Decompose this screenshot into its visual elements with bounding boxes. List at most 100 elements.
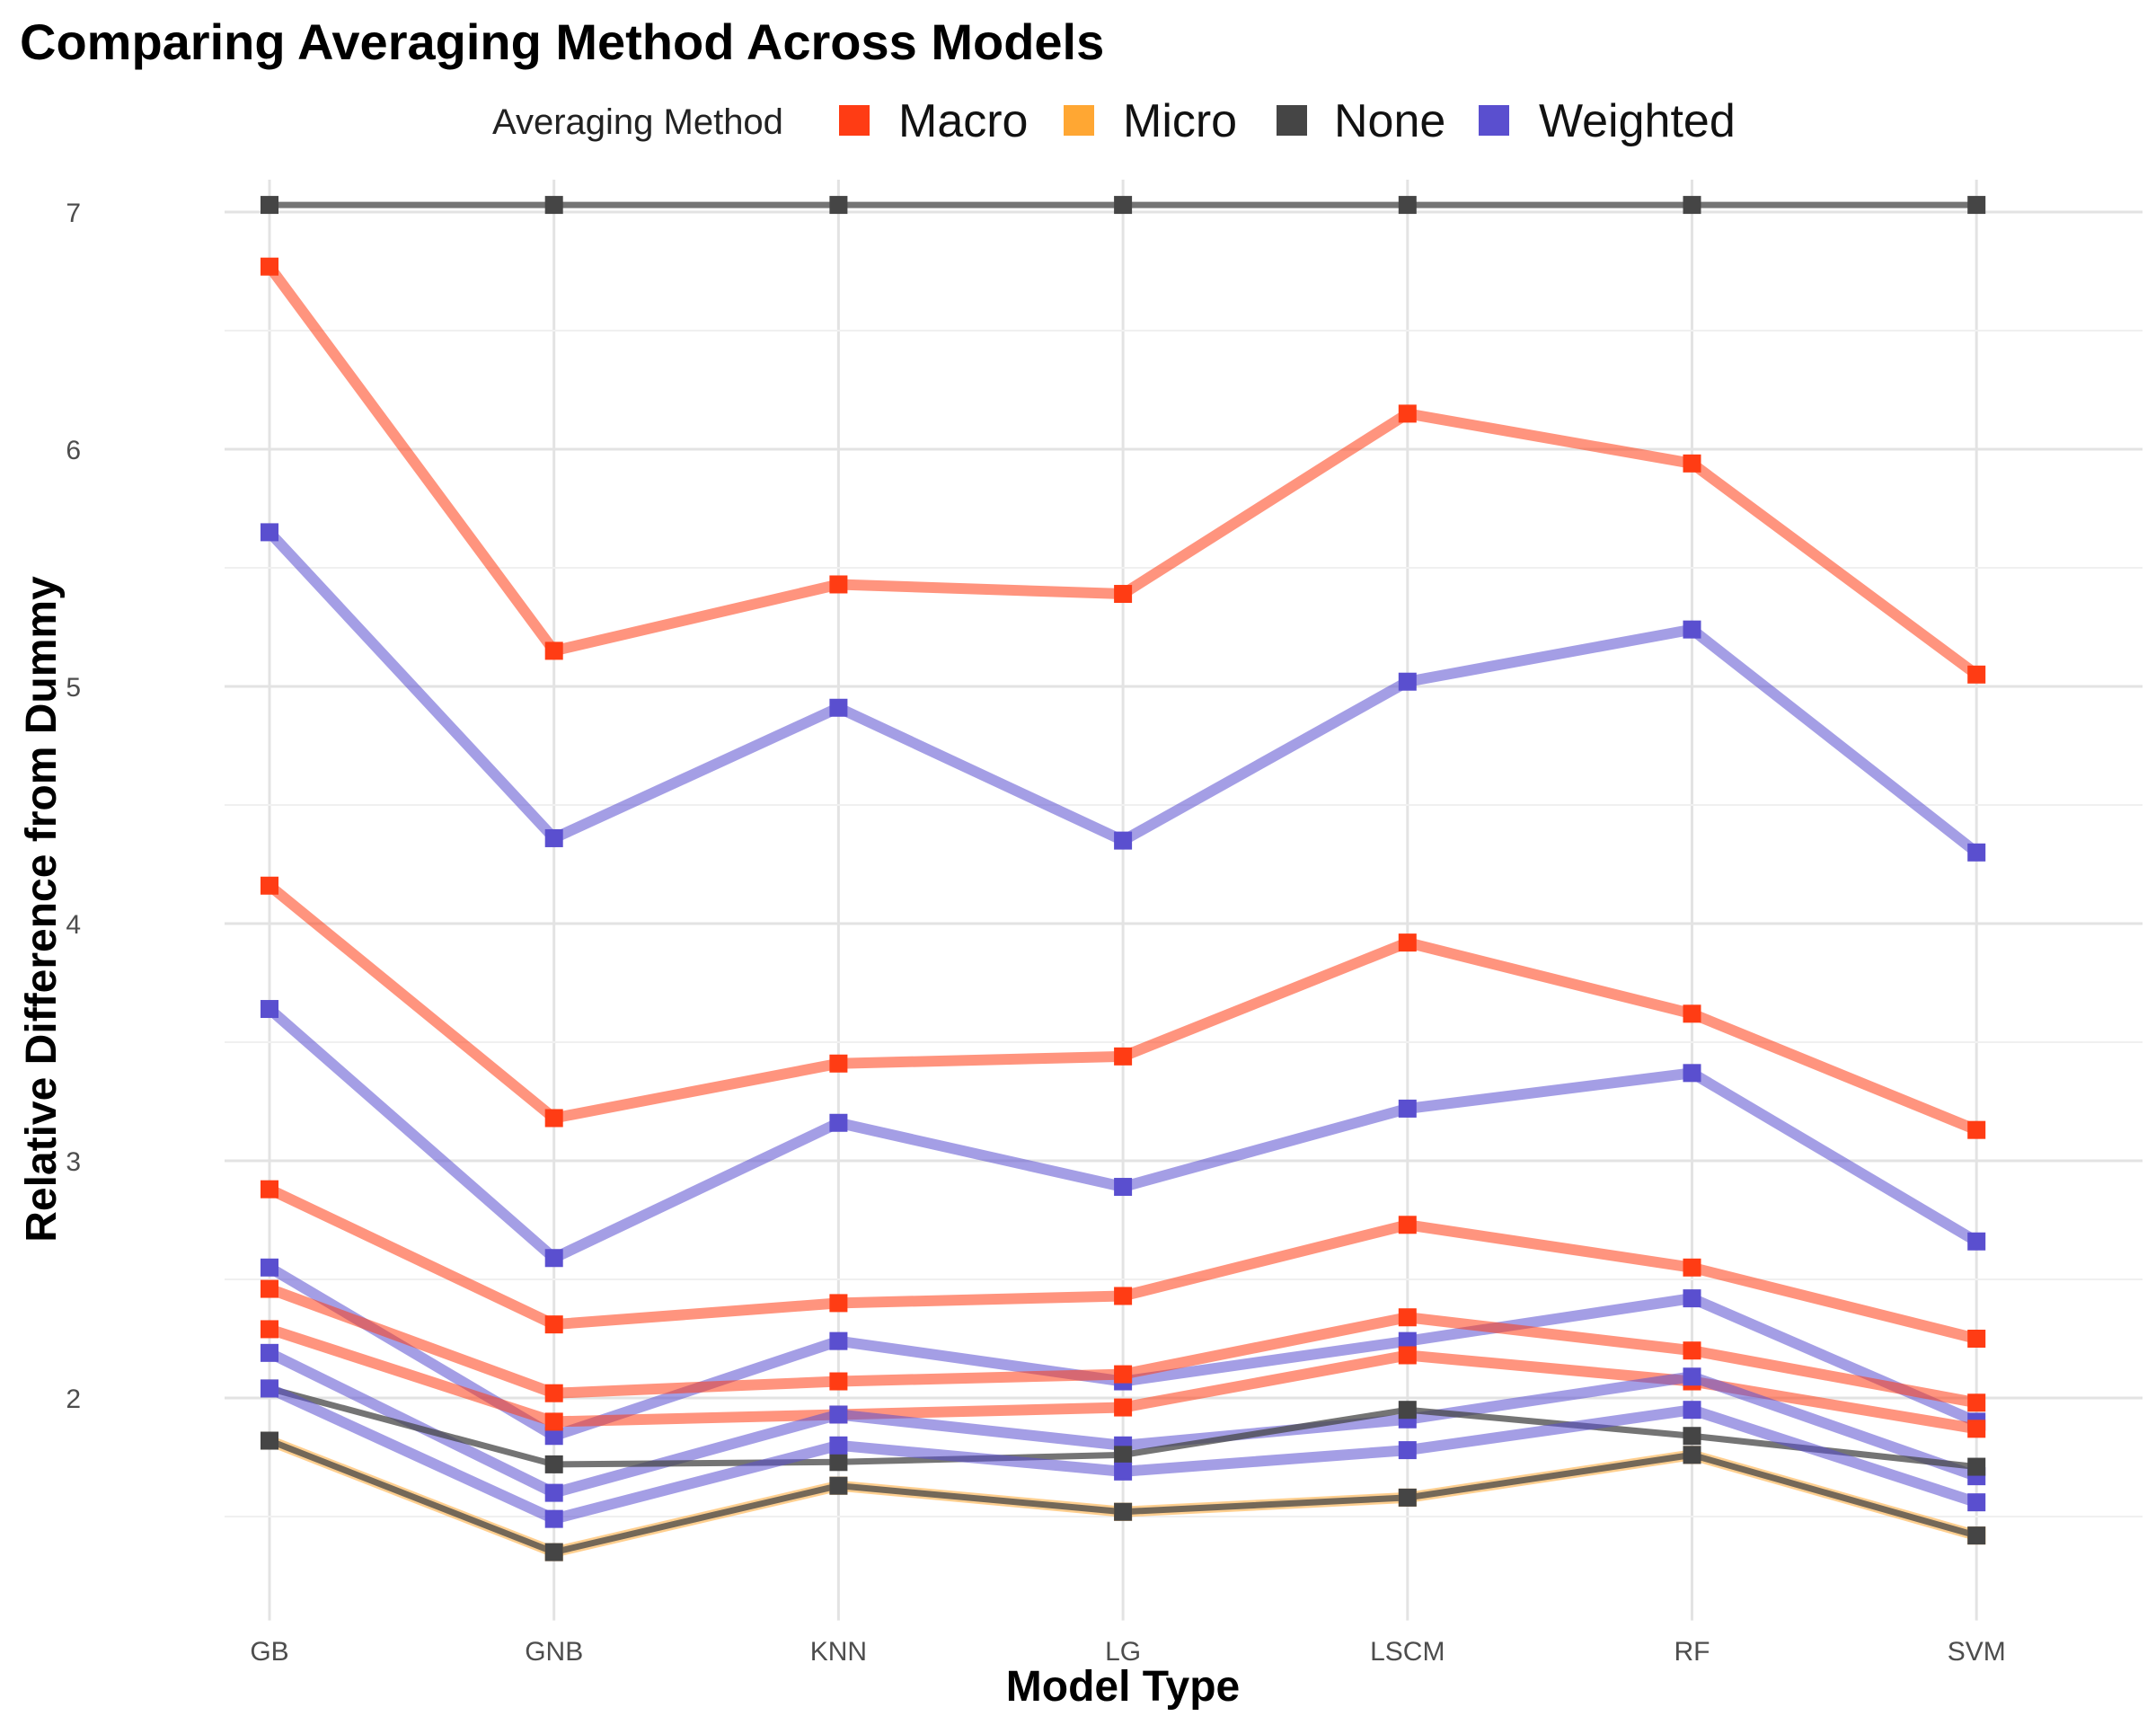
y-tick-label: 7	[66, 199, 81, 228]
y-tick-label: 4	[66, 910, 81, 940]
point-weighted-lg	[1114, 1462, 1133, 1481]
legend-label-weighted: Weighted	[1539, 95, 1736, 147]
point-weighted-lscm	[1398, 672, 1417, 691]
point-macro-rf	[1683, 1258, 1701, 1277]
point-none-rf	[1683, 1446, 1701, 1464]
legend-label-macro: Macro	[898, 95, 1028, 147]
x-tick-label-lscm: LSCM	[1370, 1637, 1445, 1667]
y-tick-label: 2	[66, 1384, 81, 1414]
point-macro-rf	[1683, 454, 1701, 473]
point-none-lscm	[1398, 1488, 1417, 1507]
series-points	[261, 196, 1986, 1561]
point-weighted-knn	[829, 1405, 848, 1424]
point-macro-gnb	[544, 1384, 563, 1402]
x-tick-label-svm: SVM	[1948, 1637, 2006, 1667]
point-macro-lg	[1114, 1398, 1133, 1417]
x-axis-ticks: GB GNB KNN LG LSCM RF SVM	[250, 1637, 2005, 1667]
point-weighted-lscm	[1398, 1331, 1417, 1350]
point-macro-lscm	[1398, 1346, 1417, 1365]
chart-title: Comparing Averaging Method Across Models	[20, 13, 1104, 70]
point-weighted-rf	[1683, 620, 1701, 639]
point-macro-lg	[1114, 585, 1133, 604]
point-weighted-lg	[1114, 831, 1133, 850]
point-macro-lscm	[1398, 404, 1417, 423]
y-tick-label: 3	[66, 1147, 81, 1177]
point-macro-knn	[829, 1372, 848, 1391]
point-weighted-rf	[1683, 1401, 1701, 1420]
point-none-lscm	[1398, 196, 1417, 215]
point-macro-gnb	[544, 641, 563, 660]
point-macro-gb	[261, 1279, 278, 1298]
point-weighted-lscm	[1398, 1099, 1417, 1118]
point-weighted-gb	[261, 1258, 278, 1277]
point-weighted-knn	[829, 698, 848, 717]
point-none-lg	[1114, 1502, 1133, 1521]
y-tick-label: 6	[66, 436, 81, 465]
point-weighted-svm	[1967, 1232, 1986, 1251]
point-macro-lg	[1114, 1287, 1133, 1305]
point-macro-gb	[261, 257, 278, 276]
point-none-svm	[1967, 1526, 1986, 1545]
point-macro-gnb	[544, 1412, 563, 1431]
point-macro-gb	[261, 876, 278, 895]
point-weighted-gnb	[544, 1249, 563, 1268]
point-macro-rf	[1683, 1004, 1701, 1023]
legend-title: Averaging Method	[492, 102, 783, 142]
point-weighted-gb	[261, 1343, 278, 1362]
x-tick-label-rf: RF	[1674, 1637, 1710, 1667]
point-macro-knn	[829, 1054, 848, 1073]
point-macro-svm	[1967, 665, 1986, 684]
point-weighted-gnb	[544, 1427, 563, 1446]
point-weighted-rf	[1683, 1064, 1701, 1083]
point-weighted-knn	[829, 1113, 848, 1132]
point-none-knn	[829, 1476, 848, 1495]
point-macro-gnb	[544, 1315, 563, 1334]
point-weighted-svm	[1967, 1493, 1986, 1512]
point-none-gb	[261, 196, 278, 215]
point-weighted-gnb	[544, 828, 563, 847]
y-axis-title: Relative Difference from Dummy	[18, 576, 66, 1243]
point-weighted-lg	[1114, 1178, 1133, 1197]
point-weighted-gb	[261, 1379, 278, 1398]
x-tick-label-lg: LG	[1105, 1637, 1141, 1667]
point-weighted-svm	[1967, 843, 1986, 862]
x-tick-label-gb: GB	[250, 1637, 288, 1667]
point-macro-lscm	[1398, 933, 1417, 952]
point-weighted-gb	[261, 1000, 278, 1019]
point-none-knn	[829, 196, 848, 215]
point-none-knn	[829, 1453, 848, 1472]
x-tick-label-knn: KNN	[810, 1637, 867, 1667]
point-none-lg	[1114, 1446, 1133, 1464]
legend: Averaging Method Macro Micro None Weighted	[492, 95, 1736, 147]
point-macro-gnb	[544, 1109, 563, 1128]
y-axis-ticks: 2 3 4 5 6 7	[66, 199, 81, 1414]
legend-swatch-weighted	[1479, 105, 1509, 136]
point-macro-rf	[1683, 1341, 1701, 1360]
point-none-gnb	[544, 196, 563, 215]
point-none-lg	[1114, 196, 1133, 215]
point-weighted-knn	[829, 1436, 848, 1455]
point-weighted-knn	[829, 1331, 848, 1350]
point-macro-svm	[1967, 1420, 1986, 1438]
point-weighted-rf	[1683, 1367, 1701, 1386]
point-none-svm	[1967, 196, 1986, 215]
point-none-rf	[1683, 1427, 1701, 1446]
point-none-rf	[1683, 196, 1701, 215]
point-weighted-rf	[1683, 1289, 1701, 1308]
legend-swatch-none	[1277, 105, 1307, 136]
point-macro-gb	[261, 1180, 278, 1199]
point-macro-svm	[1967, 1393, 1986, 1412]
point-macro-knn	[829, 1294, 848, 1313]
point-none-svm	[1967, 1457, 1986, 1476]
point-macro-lscm	[1398, 1216, 1417, 1234]
point-none-gnb	[544, 1455, 563, 1473]
grid	[225, 180, 2143, 1621]
y-tick-label: 5	[66, 673, 81, 703]
point-macro-lg	[1114, 1047, 1133, 1066]
point-macro-svm	[1967, 1120, 1986, 1139]
point-none-lscm	[1398, 1401, 1417, 1420]
point-weighted-gb	[261, 523, 278, 542]
legend-swatch-macro	[839, 105, 870, 136]
x-tick-label-gnb: GNB	[525, 1637, 583, 1667]
